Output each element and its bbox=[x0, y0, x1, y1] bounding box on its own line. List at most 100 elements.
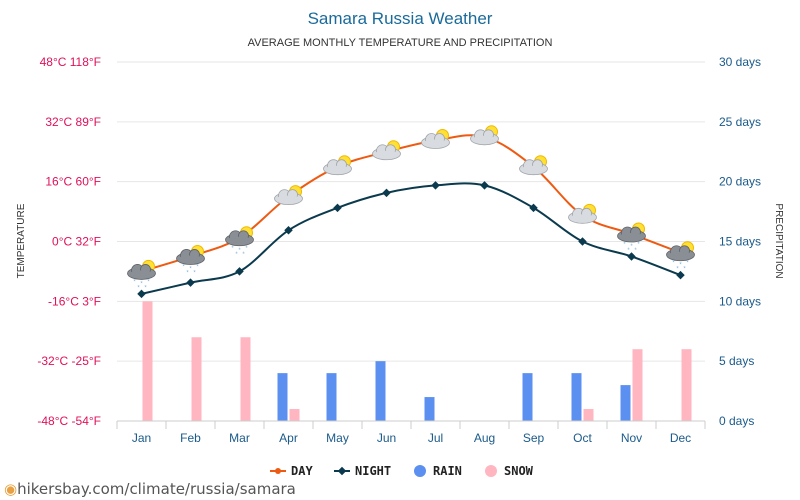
y-axis-left-label: TEMPERATURE bbox=[16, 203, 27, 278]
x-tick-label: Aug bbox=[474, 431, 495, 445]
x-tick-label: Mar bbox=[229, 431, 250, 445]
legend-item-snow[interactable]: SNOW bbox=[485, 464, 534, 478]
x-tick-label: May bbox=[326, 431, 349, 445]
y-right-tick-label: 25 days bbox=[719, 115, 761, 129]
legend-label: DAY bbox=[291, 464, 313, 478]
y-right-tick-label: 30 days bbox=[719, 55, 761, 69]
legend-swatch bbox=[414, 465, 426, 477]
svg-text:*: * bbox=[193, 270, 196, 276]
svg-text:*: * bbox=[676, 267, 679, 273]
legend-item-rain[interactable]: RAIN bbox=[414, 464, 462, 478]
snow-bar bbox=[240, 337, 251, 421]
y-left-tick-label: 16°C 60°F bbox=[45, 175, 101, 189]
night-point bbox=[284, 226, 293, 235]
svg-text:*: * bbox=[235, 252, 238, 258]
svg-text:*: * bbox=[672, 261, 675, 267]
svg-text:*: * bbox=[140, 281, 143, 287]
y-right-tick-label: 15 days bbox=[719, 235, 761, 249]
svg-text:*: * bbox=[634, 248, 637, 254]
legend-label: NIGHT bbox=[355, 464, 391, 478]
legend-item-day[interactable]: DAY bbox=[270, 464, 313, 478]
svg-text:*: * bbox=[679, 263, 682, 269]
night-point bbox=[578, 237, 587, 246]
night-point bbox=[137, 289, 146, 299]
legend: DAY NIGHT RAIN SNOW bbox=[270, 464, 534, 478]
night-point bbox=[382, 188, 391, 198]
svg-text:*: * bbox=[238, 248, 241, 254]
snow-bar bbox=[191, 337, 202, 421]
x-tick-label: Jul bbox=[428, 431, 443, 445]
night-point bbox=[235, 267, 244, 276]
y-right-tick-label: 10 days bbox=[719, 294, 761, 308]
legend-item-night[interactable]: NIGHT bbox=[334, 464, 391, 478]
x-tick-label: Jun bbox=[377, 431, 396, 445]
y-left-tick-label: -16°C 3°F bbox=[48, 294, 101, 308]
snow-bar bbox=[142, 301, 153, 421]
snow-cloud-icon: * * ** * bbox=[127, 259, 156, 291]
sun-cloud-icon bbox=[568, 203, 597, 224]
legend-label: RAIN bbox=[433, 464, 462, 478]
x-tick-label: Apr bbox=[279, 431, 298, 445]
chart-title: Samara Russia Weather bbox=[308, 9, 493, 28]
snow-cloud-icon: * * ** * bbox=[225, 226, 254, 258]
y-left-tick-label: -48°C -54°F bbox=[37, 414, 101, 428]
svg-text:*: * bbox=[630, 244, 633, 250]
y-axis-right-label: PRECIPITATION bbox=[773, 203, 784, 278]
sun-cloud-icon bbox=[274, 185, 303, 206]
snow-bar bbox=[681, 349, 692, 421]
svg-text:*: * bbox=[686, 261, 689, 267]
legend-label: SNOW bbox=[504, 464, 534, 478]
snow-cloud-icon: * * ** * bbox=[176, 244, 205, 276]
source-link[interactable]: hikersbay.com/climate/russia/samara bbox=[17, 480, 296, 498]
temperature-lines bbox=[137, 134, 685, 299]
y-right-tick-label: 0 days bbox=[719, 414, 754, 428]
snow-bar bbox=[583, 409, 594, 421]
rain-bar bbox=[571, 373, 582, 421]
y-right-tick-label: 20 days bbox=[719, 175, 761, 189]
sun-cloud-icon bbox=[421, 129, 450, 149]
night-point bbox=[676, 270, 685, 280]
rain-bar bbox=[522, 373, 533, 421]
night-point bbox=[480, 181, 489, 190]
svg-text:*: * bbox=[623, 242, 626, 248]
snow-bar bbox=[632, 349, 643, 421]
sun-cloud-icon bbox=[323, 155, 352, 176]
x-tick-label: Jan bbox=[132, 431, 151, 445]
night-point bbox=[186, 278, 195, 287]
grid-lines bbox=[117, 61, 705, 422]
weather-icons: * * ** ** * ** ** * ** ** * ** ** * ** * bbox=[127, 125, 695, 291]
svg-text:*: * bbox=[637, 242, 640, 248]
svg-text:*: * bbox=[133, 279, 136, 285]
sun-cloud-icon bbox=[470, 125, 499, 146]
rain-bar bbox=[375, 361, 386, 421]
rain-bar bbox=[424, 397, 435, 421]
x-tick-label: Oct bbox=[573, 431, 592, 445]
legend-swatch bbox=[485, 465, 497, 477]
night-temperature-line bbox=[141, 182, 681, 295]
sun-cloud-icon bbox=[372, 140, 401, 161]
x-tick-label: Sep bbox=[523, 431, 545, 445]
svg-text:*: * bbox=[189, 266, 192, 272]
svg-text:*: * bbox=[245, 246, 248, 252]
svg-text:*: * bbox=[186, 270, 189, 276]
rain-bar bbox=[620, 385, 631, 421]
axes: 48°C 118°F 32°C 89°F 16°C 60°F 0°C 32°F -16°… bbox=[37, 55, 761, 445]
snow-bar bbox=[289, 409, 300, 421]
svg-text:*: * bbox=[137, 285, 140, 291]
night-point bbox=[333, 203, 342, 213]
y-right-tick-label: 5 days bbox=[719, 354, 754, 368]
x-tick-label: Nov bbox=[621, 431, 642, 445]
y-left-tick-label: -32°C -25°F bbox=[37, 354, 101, 368]
y-left-tick-label: 0°C 32°F bbox=[52, 235, 101, 249]
hikersbay-logo-icon: ◉ bbox=[4, 480, 18, 498]
source-credit[interactable]: ◉hikersbay.com/climate/russia/samara bbox=[4, 480, 296, 498]
svg-text:*: * bbox=[196, 264, 199, 270]
svg-text:*: * bbox=[231, 246, 234, 252]
y-left-tick-label: 48°C 118°F bbox=[40, 55, 101, 69]
y-left-tick-label: 32°C 89°F bbox=[45, 115, 101, 129]
svg-text:*: * bbox=[627, 248, 630, 254]
svg-text:*: * bbox=[182, 264, 185, 270]
rain-bar bbox=[326, 373, 337, 421]
svg-text:*: * bbox=[683, 267, 686, 273]
